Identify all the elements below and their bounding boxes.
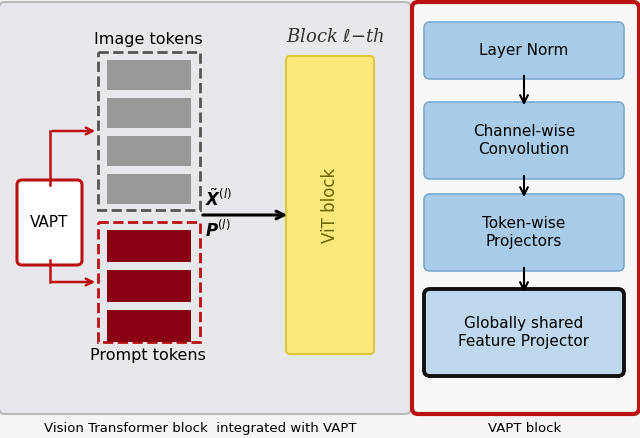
FancyBboxPatch shape	[424, 102, 624, 179]
FancyBboxPatch shape	[107, 98, 191, 128]
FancyBboxPatch shape	[0, 2, 411, 414]
Text: Layer Norm: Layer Norm	[479, 43, 569, 58]
Text: Channel-wise
Convolution: Channel-wise Convolution	[473, 124, 575, 157]
FancyBboxPatch shape	[424, 194, 624, 271]
FancyBboxPatch shape	[412, 2, 639, 414]
Text: Globally shared
Feature Projector: Globally shared Feature Projector	[458, 316, 589, 349]
FancyBboxPatch shape	[17, 180, 82, 265]
Text: Token-wise
Projectors: Token-wise Projectors	[483, 216, 566, 249]
FancyBboxPatch shape	[107, 136, 191, 166]
Text: Prompt tokens: Prompt tokens	[90, 348, 206, 363]
FancyBboxPatch shape	[286, 56, 374, 354]
Text: Vision Transformer block  integrated with VAPT: Vision Transformer block integrated with…	[44, 422, 356, 435]
FancyBboxPatch shape	[424, 289, 624, 376]
Text: Block $\ell$$-$th: Block $\ell$$-$th	[285, 28, 384, 46]
FancyBboxPatch shape	[107, 230, 191, 262]
Text: Image tokens: Image tokens	[93, 32, 202, 47]
Text: ViT block: ViT block	[321, 167, 339, 243]
FancyBboxPatch shape	[107, 310, 191, 342]
Text: $\boldsymbol{P}^{(l)}$: $\boldsymbol{P}^{(l)}$	[205, 220, 230, 241]
FancyBboxPatch shape	[424, 22, 624, 79]
FancyBboxPatch shape	[107, 270, 191, 302]
FancyBboxPatch shape	[107, 60, 191, 90]
FancyBboxPatch shape	[107, 174, 191, 204]
Text: VAPT: VAPT	[30, 215, 68, 230]
Text: VAPT block: VAPT block	[488, 422, 562, 435]
Text: $\tilde{\boldsymbol{X}}^{(l)}$: $\tilde{\boldsymbol{X}}^{(l)}$	[205, 189, 232, 210]
